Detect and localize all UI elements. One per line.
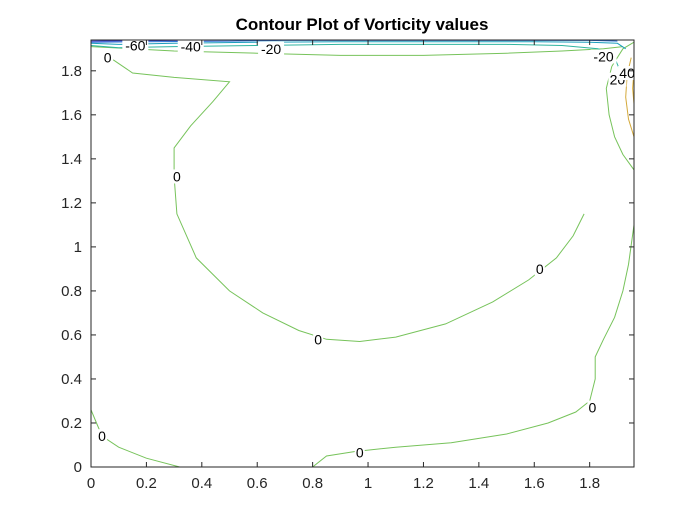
contour-line-level-0 [312, 224, 634, 467]
contour-label: -20 [593, 49, 613, 65]
contour-label: 0 [173, 168, 181, 184]
contour-line-level-0 [605, 41, 634, 171]
contour-label: 0 [536, 261, 544, 277]
contour-label: -60 [125, 38, 145, 54]
contour-label-bg [97, 429, 108, 444]
contour-label-bg [177, 39, 204, 54]
x-tick-label: 0.4 [191, 475, 212, 492]
contour-label: 0 [98, 428, 106, 444]
contour-label-bg [102, 50, 113, 65]
contour-line-level-0 [112, 59, 585, 343]
contour-line-level-0 [91, 409, 180, 467]
contour-label: 40 [619, 65, 635, 81]
x-tick-label: 1.2 [413, 475, 434, 492]
x-tick-label: 0.8 [302, 475, 323, 492]
y-tick-label: 1.8 [61, 63, 82, 80]
contour-label-bg [534, 261, 545, 276]
contour-label-bg [313, 332, 324, 347]
contour-label: 0 [314, 331, 322, 347]
contour-label-bg [258, 41, 285, 56]
y-tick-label: 0.2 [61, 415, 82, 432]
contour-label-bg [618, 66, 637, 81]
x-tick-label: 1.6 [524, 475, 545, 492]
x-tick-label: 0.6 [247, 475, 268, 492]
contour-label-bg [590, 49, 617, 64]
x-tick-label: 0 [87, 475, 95, 492]
y-tick-label: 0 [74, 459, 82, 476]
y-tick-label: 1.2 [61, 195, 82, 212]
contour-label: 0 [589, 400, 597, 416]
x-tick-label: 1.8 [579, 475, 600, 492]
plot-area-frame [90, 39, 635, 468]
y-tick-label: 1 [74, 239, 82, 256]
y-tick-label: 1.4 [61, 151, 82, 168]
contour-label-bg [587, 400, 598, 415]
chart-title: Contour Plot of Vorticity values [236, 15, 489, 34]
contour-label-bg [122, 38, 149, 53]
contour-label: -40 [181, 39, 201, 55]
contour-label-bg [171, 169, 182, 184]
x-tick-label: 0.2 [136, 475, 157, 492]
x-axis: 0 0.2 0.4 0.6 0.8 1 1.2 1.4 1.6 1.8 [87, 40, 600, 492]
y-tick-label: 1.6 [61, 107, 82, 124]
y-tick-label: 0.8 [61, 283, 82, 300]
contour-label: -20 [261, 41, 281, 57]
contour-label: 0 [104, 50, 112, 66]
y-tick-label: 0.4 [61, 371, 82, 388]
y-tick-label: 0.6 [61, 327, 82, 344]
x-tick-label: 1 [364, 475, 372, 492]
contour-label: 0 [356, 445, 364, 461]
x-tick-label: 1.4 [468, 475, 489, 492]
contour-label-bg [354, 445, 365, 460]
y-axis: 0 0.2 0.4 0.6 0.8 1 1.2 1.4 1.6 1.8 [61, 63, 634, 476]
